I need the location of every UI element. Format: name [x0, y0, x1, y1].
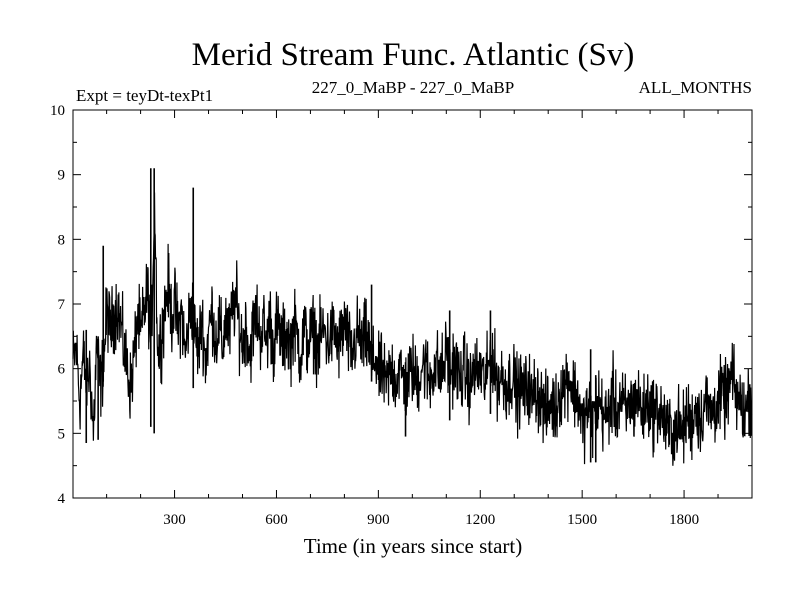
x-tick-label: 1200 — [465, 512, 495, 528]
y-tick-label: 4 — [58, 491, 66, 507]
x-tick-label: 600 — [265, 512, 288, 528]
subtitle-months: ALL_MONTHS — [639, 78, 752, 97]
x-tick-label: 900 — [367, 512, 390, 528]
subtitle-period: 227_0_MaBP - 227_0_MaBP — [312, 78, 514, 97]
series-line — [72, 192, 753, 466]
y-tick-label: 6 — [58, 362, 66, 378]
plot-frame — [72, 109, 753, 499]
y-tick-label: 5 — [58, 426, 66, 442]
x-tick-label: 1800 — [669, 512, 699, 528]
ticks-layer: 300 600 900 1200 1500 1800 4 5 6 7 8 9 10 — [50, 103, 752, 528]
x-axis-label: Time (in years since start) — [304, 534, 523, 558]
y-tick-label: 9 — [58, 168, 66, 184]
y-tick-label: 7 — [58, 297, 66, 313]
chart-title: Merid Stream Func. Atlantic (Sv) — [192, 37, 635, 73]
subtitle-expt: Expt = teyDt-texPt1 — [76, 86, 213, 105]
series-layer — [72, 168, 753, 466]
y-tick-label: 10 — [50, 103, 65, 119]
x-tick-label: 1500 — [567, 512, 597, 528]
x-tick-label: 300 — [163, 512, 186, 528]
y-tick-label: 8 — [58, 232, 66, 248]
